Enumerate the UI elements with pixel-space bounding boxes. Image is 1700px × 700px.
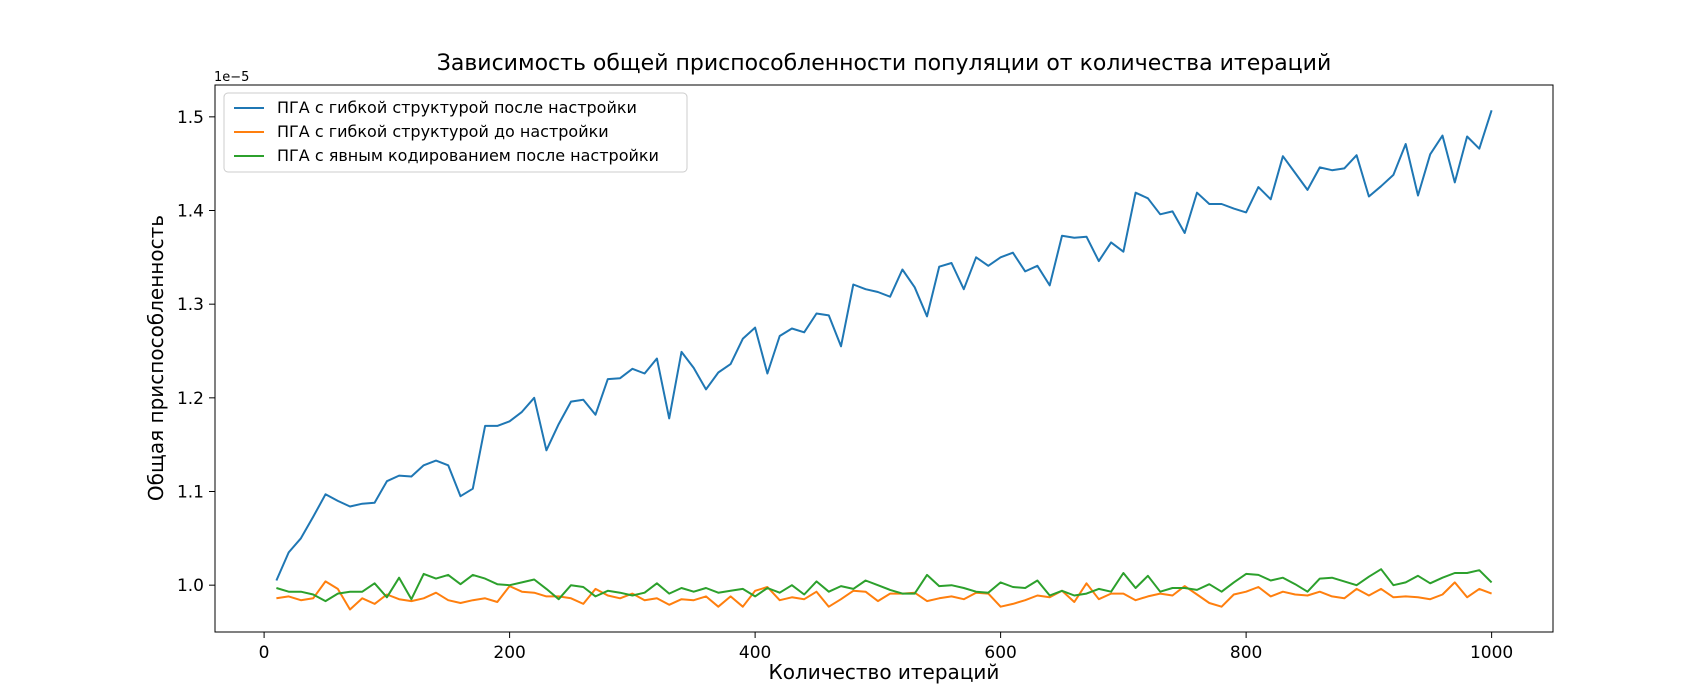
- x-tick-label: 0: [259, 643, 270, 663]
- y-tick-label: 1.0: [177, 576, 204, 596]
- x-tick-label: 400: [739, 643, 771, 663]
- chart-title: Зависимость общей приспособленности попу…: [437, 51, 1332, 76]
- legend-label-2: ПГА с гибкой структурой до настройки: [277, 122, 609, 141]
- series-layer: [275, 109, 1493, 611]
- y-tick-label: 1.3: [177, 295, 204, 315]
- legend-label-3: ПГА с явным кодированием после настройки: [277, 146, 659, 165]
- legend-box: [223, 92, 688, 173]
- y-axis-title: Общая приспособленность: [144, 215, 168, 501]
- y-tick-label: 1.2: [177, 389, 204, 409]
- legend-label-1: ПГА с гибкой структурой после настройки: [277, 98, 637, 117]
- y-axis-offset-label: 1e−5: [214, 70, 249, 85]
- series-line-1: [275, 109, 1493, 581]
- y-axis: 1.0 1.1 1.2 1.3 1.4 1.5: [177, 108, 215, 596]
- series-line-2: [276, 580, 1492, 611]
- x-tick-label: 1000: [1470, 643, 1513, 663]
- y-tick-label: 1.1: [177, 483, 204, 503]
- x-tick-label: 200: [493, 643, 525, 663]
- x-axis: 0 200 400 600 800 1000: [259, 632, 1513, 663]
- x-axis-title: Количество итераций: [769, 660, 1000, 684]
- series-line-3: [276, 568, 1493, 603]
- legend: ПГА с гибкой структурой после настройки П…: [223, 92, 688, 173]
- x-tick-label: 800: [1230, 643, 1262, 663]
- y-tick-label: 1.4: [177, 202, 204, 222]
- x-tick-label: 600: [984, 643, 1016, 663]
- plot-area-frame: [214, 84, 1554, 633]
- y-tick-label: 1.5: [177, 108, 204, 128]
